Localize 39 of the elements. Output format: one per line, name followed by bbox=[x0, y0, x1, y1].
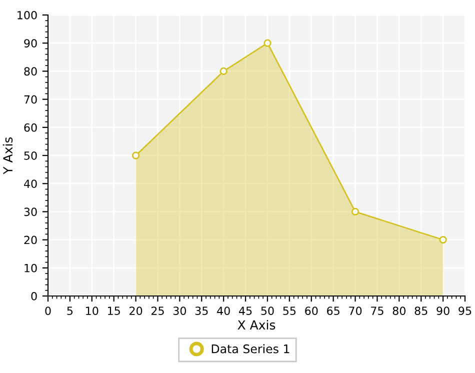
y-tick-label: 80 bbox=[24, 67, 37, 76]
y-tick-label: 40 bbox=[24, 180, 37, 188]
point bbox=[351, 208, 360, 216]
y-tick-label: 30 bbox=[24, 208, 37, 216]
point bbox=[264, 39, 272, 47]
x-tick-label: 5 bbox=[67, 306, 73, 316]
x-tick-label: 85 bbox=[414, 306, 428, 316]
x-tick-label: 35 bbox=[195, 306, 208, 316]
point bbox=[439, 236, 447, 244]
y-tick-label: 0 bbox=[31, 292, 37, 300]
x-tick-label: 70 bbox=[349, 306, 362, 316]
y-axis-title: Y Axis bbox=[2, 137, 13, 174]
y-tick-label: 60 bbox=[24, 123, 37, 132]
point bbox=[220, 67, 228, 76]
x-tick-label: 25 bbox=[151, 306, 164, 316]
point bbox=[132, 152, 140, 160]
x-tick-label: 75 bbox=[371, 306, 384, 316]
legend-label: Data Series 1 bbox=[212, 344, 290, 354]
x-tick-label: 40 bbox=[217, 306, 230, 316]
x-axis-title: X Axis bbox=[238, 320, 276, 330]
x-tick-label: 55 bbox=[283, 306, 296, 316]
x-tick-label: 65 bbox=[327, 306, 340, 316]
x-tick-label: 10 bbox=[86, 306, 98, 316]
x-tick-label: 60 bbox=[305, 306, 318, 316]
y-tick-label: 50 bbox=[24, 151, 37, 160]
y-tick-label: 100 bbox=[18, 10, 37, 20]
y-tick-label: 90 bbox=[24, 39, 37, 48]
x-tick-label: 45 bbox=[239, 306, 252, 316]
y-tick-label: 20 bbox=[24, 236, 37, 244]
x-tick-label: 15 bbox=[108, 306, 120, 316]
x-tick-label: 30 bbox=[173, 306, 186, 316]
x-tick-label: 0 bbox=[45, 306, 51, 316]
x-tick-label: 50 bbox=[261, 306, 274, 316]
y-tick-label: 10 bbox=[24, 264, 37, 272]
x-tick-label: 80 bbox=[392, 306, 406, 316]
x-tick-label: 20 bbox=[130, 306, 142, 316]
x-tick-label: 90 bbox=[436, 306, 450, 316]
y-tick-label: 70 bbox=[24, 95, 37, 104]
x-tick-label: 95 bbox=[458, 306, 472, 316]
